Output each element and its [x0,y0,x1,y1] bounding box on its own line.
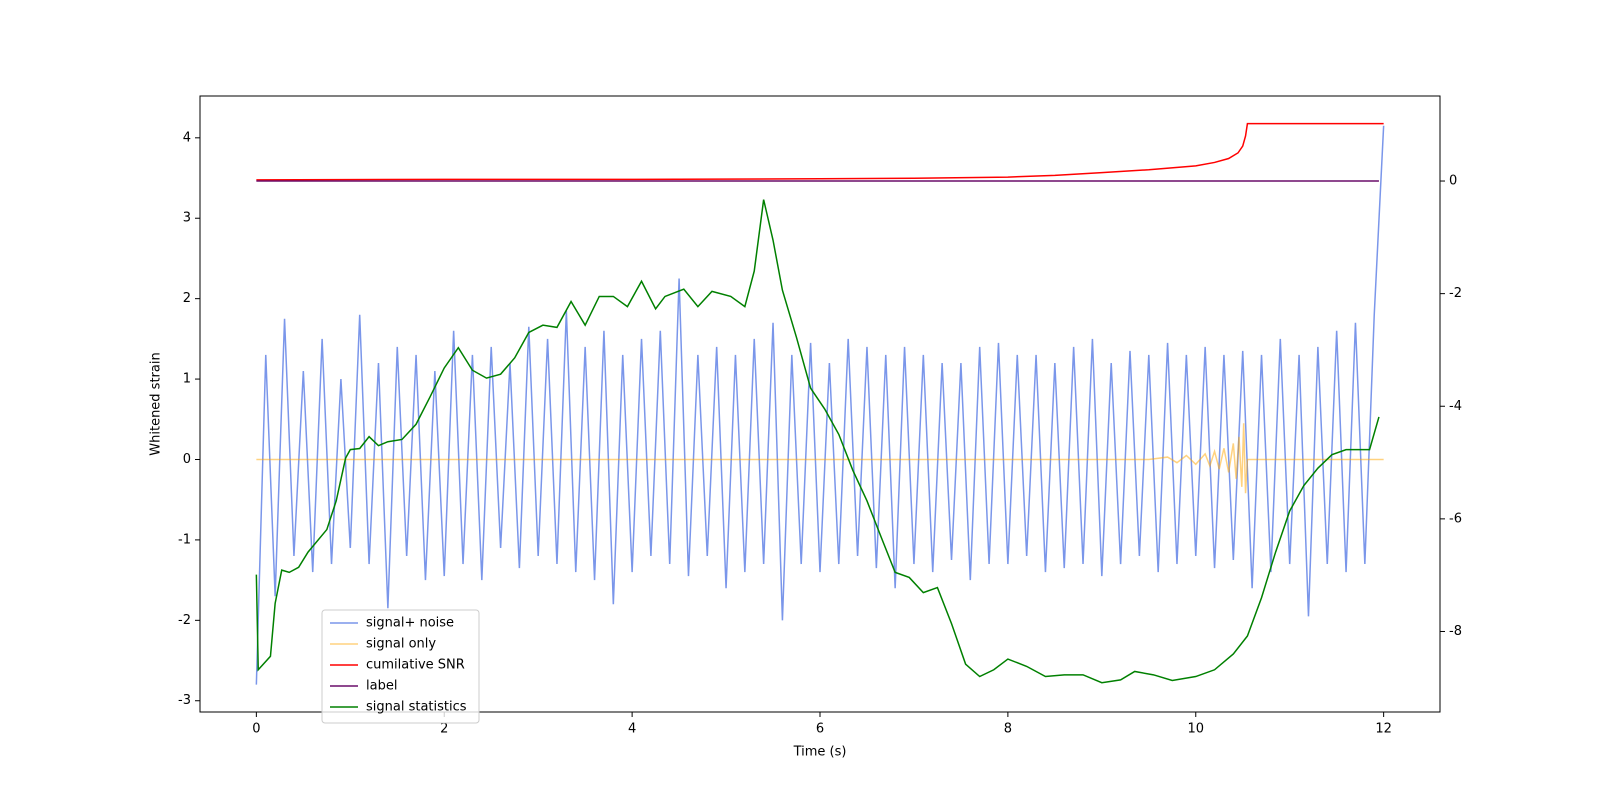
y-tick-label: 3 [183,211,191,226]
series-line [255,125,1385,685]
legend-label: label [366,679,397,694]
y-tick-label: 1 [183,372,191,387]
y-axis-label: Whitened strain [149,352,164,455]
y-tick-label: 0 [183,452,191,467]
y2-tick-label: -2 [1449,286,1462,301]
legend-label: signal+ noise [366,616,454,631]
x-tick-label: 2 [440,722,448,737]
legend-label: signal statistics [366,700,467,715]
legend-label: signal only [366,637,436,652]
series-line [255,199,1380,684]
y2-tick-label: 0 [1449,174,1457,189]
y-tick-label: 2 [183,291,191,306]
y2-tick-label: -4 [1449,399,1462,414]
series-line [256,423,1384,494]
series-line [256,122,1384,181]
x-tick-label: 4 [628,722,636,737]
y-tick-label: -2 [178,613,191,628]
x-tick-label: 12 [1375,722,1392,737]
y-tick-label: -1 [178,532,191,547]
legend-box [321,609,480,724]
x-tick-label: 8 [1004,722,1012,737]
y-tick-label: -3 [178,693,191,708]
x-tick-label: 10 [1187,722,1204,737]
y-tick-label: 4 [183,130,191,145]
y2-tick-label: -6 [1449,511,1462,526]
legend-label: cumilative SNR [366,658,465,673]
x-tick-label: 6 [816,722,824,737]
x-tick-label: 0 [252,722,260,737]
plot-frame [199,95,1441,713]
x-axis-label: Time (s) [793,745,847,760]
y2-tick-label: -8 [1449,624,1462,639]
